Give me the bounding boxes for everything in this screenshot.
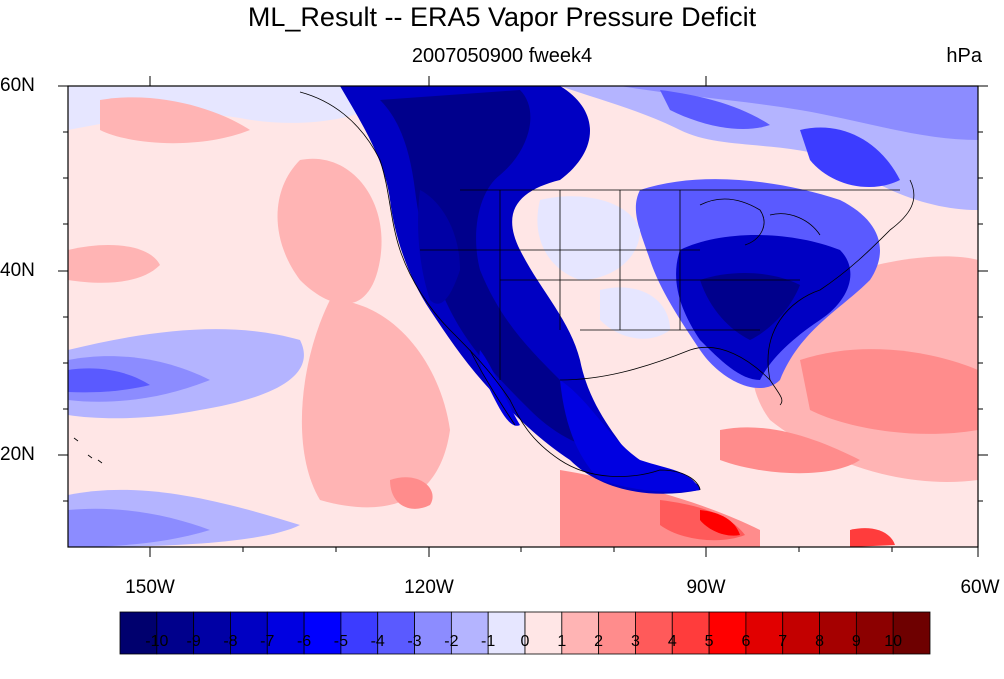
colorbar-swatch	[892, 611, 931, 655]
lat-label-40n: 40N	[0, 260, 35, 281]
colorbar-tick-label: 0	[520, 633, 530, 650]
lat-label-60n: 60N	[0, 75, 35, 96]
colorbar-swatch	[708, 611, 747, 655]
colorbar-swatch	[782, 611, 820, 655]
colorbar-tick-label: -9	[186, 633, 201, 650]
lon-label-60w: 60W	[960, 577, 1000, 598]
colorbar-swatch	[303, 611, 342, 655]
lon-label-150w: 150W	[125, 577, 175, 598]
colorbar-swatch	[635, 611, 673, 655]
colorbar-swatch	[266, 611, 305, 655]
colorbar-tick-label: -4	[370, 633, 385, 650]
colorbar-swatch	[340, 611, 379, 655]
colorbar-tick-label: 9	[851, 633, 861, 650]
colorbar-tick-label: 5	[704, 633, 714, 650]
colorbar-swatch	[561, 611, 600, 655]
colorbar-swatch	[450, 611, 489, 655]
colorbar-tick-label: 1	[557, 633, 567, 650]
colorbar-tick-label: 3	[631, 633, 640, 650]
lon-label-120w: 120W	[404, 577, 454, 598]
lat-label-20n: 20N	[0, 444, 35, 465]
colorbar-tick-label: -5	[333, 633, 349, 650]
colorbar-tick-label: -3	[407, 633, 422, 650]
colorbar-swatch	[119, 611, 158, 655]
colorbar-tick-label: -8	[223, 633, 238, 650]
colorbar-swatch	[819, 611, 857, 655]
colorbar-swatch	[414, 611, 452, 655]
colorbar-tick-label: -2	[444, 633, 459, 650]
colorbar-tick-label: 6	[741, 633, 751, 650]
colorbar-swatch	[855, 611, 894, 655]
colorbar-swatch	[524, 611, 563, 655]
colorbar-tick-label: 4	[667, 633, 677, 650]
colorbar-tick-label: 7	[778, 633, 788, 650]
chart-title: ML_Result -- ERA5 Vapor Pressure Deficit	[247, 2, 757, 32]
coastlines	[73, 91, 915, 491]
colorbar-tick-label: -7	[260, 633, 275, 650]
colorbar-tick-label: -10	[145, 633, 169, 650]
chart-subtitle: 2007050900 fweek4	[411, 45, 593, 67]
minor-ticks	[63, 131, 983, 552]
colorbar	[119, 611, 931, 655]
colorbar-swatch	[230, 611, 268, 655]
colorbar-swatch	[377, 611, 415, 655]
units-label: hPa	[946, 45, 982, 67]
colorbar-swatch	[598, 611, 636, 655]
colorbar-tick-label: 2	[594, 633, 604, 650]
colorbar-tick-label: -1	[481, 633, 496, 650]
colorbar-tick-label: -6	[296, 633, 312, 650]
map-field	[68, 86, 978, 547]
axis-ticks	[58, 76, 988, 557]
colorbar-tick-label: 8	[815, 633, 824, 650]
colorbar-swatch	[745, 611, 784, 655]
colorbar-swatch	[671, 611, 710, 655]
lon-label-90w: 90W	[686, 577, 726, 598]
colorbar-tick-label: 10	[884, 633, 903, 650]
